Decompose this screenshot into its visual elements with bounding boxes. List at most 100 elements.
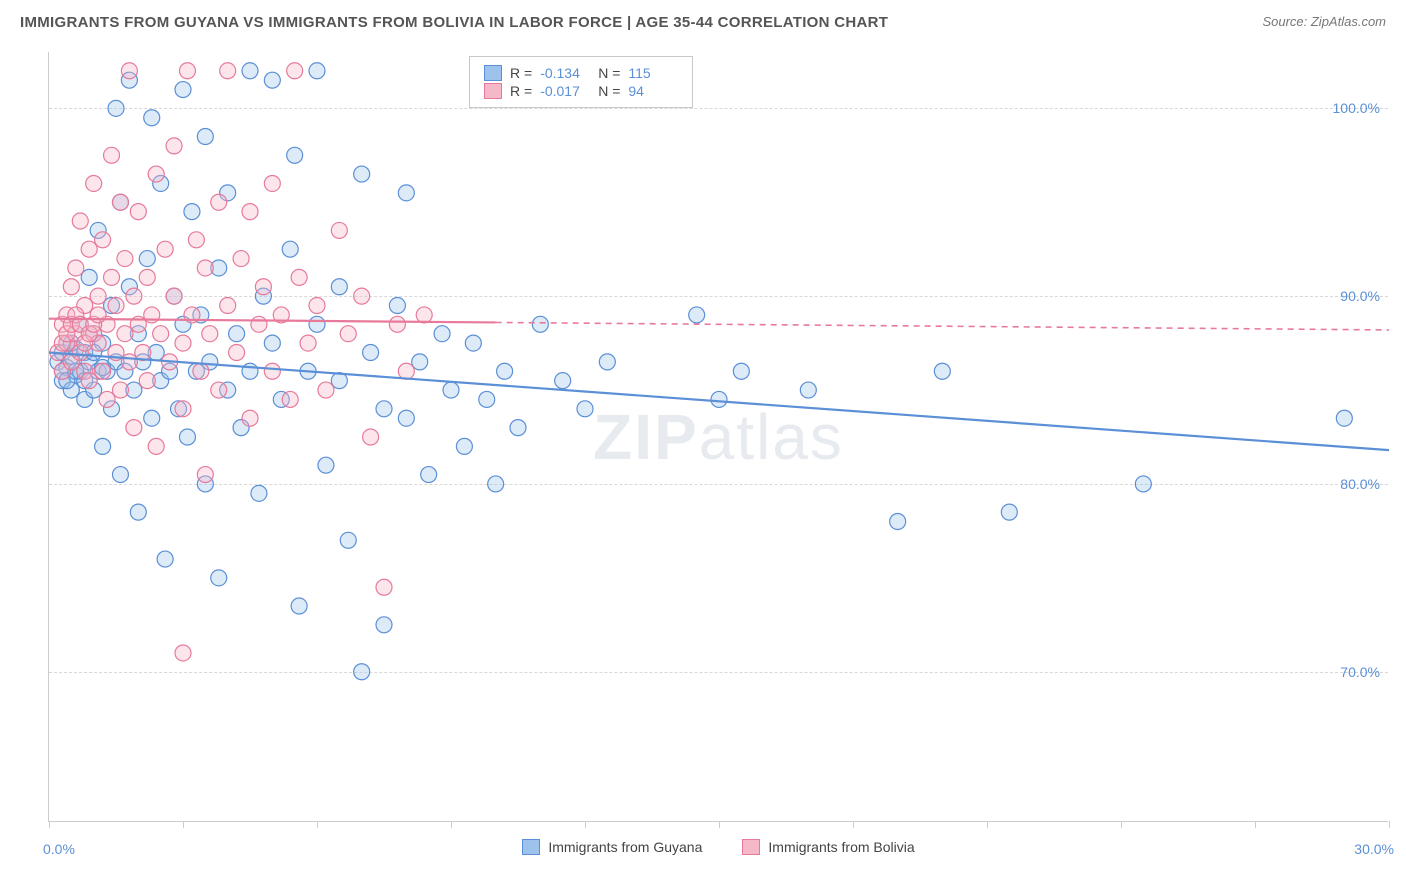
data-point [340, 532, 356, 548]
n-label: N = [598, 83, 620, 99]
n-value-guyana: 115 [628, 65, 678, 81]
data-point [126, 420, 142, 436]
data-point [1001, 504, 1017, 520]
data-point [398, 185, 414, 201]
data-point [211, 194, 227, 210]
data-point [479, 391, 495, 407]
data-point [242, 63, 258, 79]
data-point [318, 457, 334, 473]
data-point [153, 326, 169, 342]
data-point [81, 241, 97, 257]
data-point [175, 82, 191, 98]
data-point [197, 129, 213, 145]
data-point [398, 363, 414, 379]
data-point [287, 63, 303, 79]
chart-title: IMMIGRANTS FROM GUYANA VS IMMIGRANTS FRO… [20, 14, 888, 31]
data-point [416, 307, 432, 323]
data-point [175, 645, 191, 661]
data-point [354, 664, 370, 680]
data-point [81, 269, 97, 285]
data-point [264, 72, 280, 88]
data-point [139, 373, 155, 389]
data-point [72, 213, 88, 229]
data-point [376, 617, 392, 633]
data-point [112, 467, 128, 483]
series-legend: Immigrants from Guyana Immigrants from B… [49, 839, 1388, 855]
data-point [90, 288, 106, 304]
data-point [510, 420, 526, 436]
data-point [144, 410, 160, 426]
data-point [264, 175, 280, 191]
data-point [220, 298, 236, 314]
data-point [242, 204, 258, 220]
data-point [434, 326, 450, 342]
data-point [175, 335, 191, 351]
data-point [211, 382, 227, 398]
data-point [197, 260, 213, 276]
data-point [63, 279, 79, 295]
data-point [229, 326, 245, 342]
data-point [577, 401, 593, 417]
data-point [68, 260, 84, 276]
data-point [90, 307, 106, 323]
data-point [95, 363, 111, 379]
data-point [309, 316, 325, 332]
data-point [398, 410, 414, 426]
data-point [121, 354, 137, 370]
data-point [376, 579, 392, 595]
data-point [112, 382, 128, 398]
data-point [363, 429, 379, 445]
data-point [148, 166, 164, 182]
regression-line-dashed [496, 322, 1389, 330]
data-point [376, 401, 392, 417]
data-point [800, 382, 816, 398]
data-point [95, 232, 111, 248]
data-point [99, 391, 115, 407]
data-point [104, 147, 120, 163]
data-point [309, 298, 325, 314]
data-point [309, 63, 325, 79]
data-point [363, 344, 379, 360]
data-point [1135, 476, 1151, 492]
data-point [121, 63, 137, 79]
data-point [456, 438, 472, 454]
data-point [389, 316, 405, 332]
header: IMMIGRANTS FROM GUYANA VS IMMIGRANTS FRO… [0, 0, 1406, 48]
data-point [255, 279, 271, 295]
data-point [443, 382, 459, 398]
data-point [251, 316, 267, 332]
data-point [282, 391, 298, 407]
data-point [117, 326, 133, 342]
data-point [555, 373, 571, 389]
data-point [175, 401, 191, 417]
data-point [1336, 410, 1352, 426]
data-point [354, 288, 370, 304]
data-point [233, 251, 249, 267]
data-point [934, 363, 950, 379]
scatter-plot-svg [49, 52, 1388, 821]
data-point [220, 63, 236, 79]
chart-plot-area: ZIPatlas 70.0%80.0%90.0%100.0% R = -0.13… [48, 52, 1388, 822]
legend-item-bolivia: Immigrants from Bolivia [742, 839, 914, 855]
legend-item-guyana: Immigrants from Guyana [522, 839, 702, 855]
data-point [108, 100, 124, 116]
data-point [242, 410, 258, 426]
data-point [412, 354, 428, 370]
r-value-bolivia: -0.017 [540, 83, 590, 99]
data-point [354, 166, 370, 182]
legend-row-guyana: R = -0.134 N = 115 [484, 65, 678, 81]
data-point [465, 335, 481, 351]
data-point [318, 382, 334, 398]
data-point [139, 269, 155, 285]
data-point [599, 354, 615, 370]
data-point [488, 476, 504, 492]
data-point [193, 363, 209, 379]
data-point [340, 326, 356, 342]
data-point [184, 204, 200, 220]
data-point [711, 391, 727, 407]
correlation-legend: R = -0.134 N = 115 R = -0.017 N = 94 [469, 56, 693, 108]
r-label: R = [510, 83, 532, 99]
swatch-bolivia [484, 83, 502, 99]
data-point [291, 598, 307, 614]
data-point [291, 269, 307, 285]
